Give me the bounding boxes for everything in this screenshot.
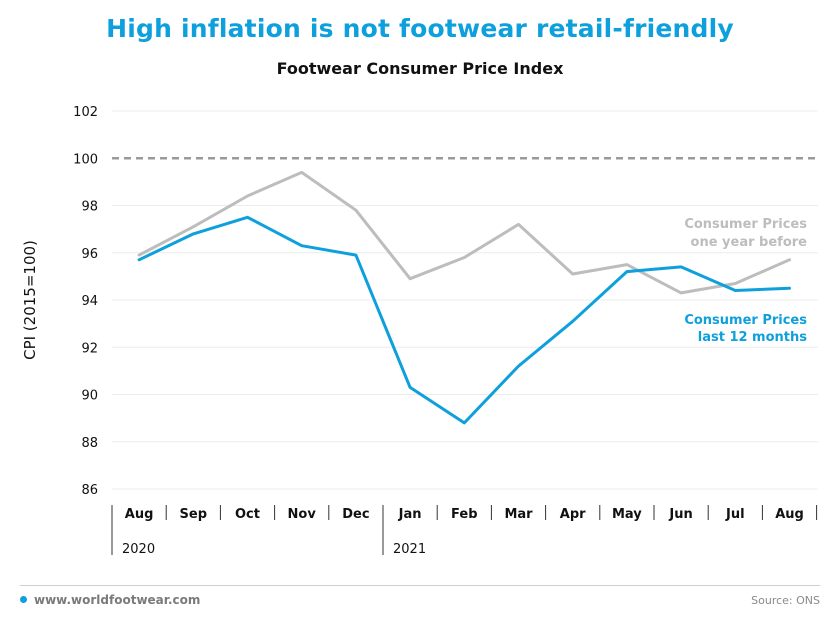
y-tick-label: 100	[73, 152, 98, 167]
series-label: Consumer Prices	[684, 313, 807, 328]
x-tick-label: Jan	[398, 507, 422, 522]
bullet-dot-icon	[20, 596, 27, 603]
footer-divider	[20, 585, 820, 586]
y-tick-label: 98	[81, 200, 98, 215]
series-label: Consumer Prices	[684, 217, 807, 232]
x-tick-label: Feb	[451, 507, 477, 522]
year-label: 2021	[393, 542, 426, 557]
x-tick-label: Dec	[342, 507, 369, 522]
y-tick-label: 96	[81, 247, 98, 262]
x-tick-label: Apr	[560, 507, 586, 522]
y-tick-label: 86	[81, 483, 98, 498]
x-tick-label: Mar	[504, 507, 533, 522]
chart-title: High inflation is not footwear retail-fr…	[106, 14, 734, 43]
y-tick-label: 88	[81, 436, 98, 451]
series-label: one year before	[691, 235, 808, 250]
line-chart: 86 88 90 92 94 96 98 100 102 Aug Sep Oct Nov Dec Jan Fe…	[73, 105, 818, 557]
x-tick-label: Aug	[775, 507, 804, 522]
x-tick-label: Nov	[288, 507, 317, 522]
series-line-last-12-months	[137, 215, 791, 425]
x-tick-label: Aug	[125, 507, 154, 522]
year-label: 2020	[122, 542, 155, 557]
x-tick-label: Jun	[668, 507, 692, 522]
series-line-one-year-before	[137, 170, 791, 295]
chart-subtitle: Footwear Consumer Price Index	[276, 59, 564, 78]
series-label: last 12 months	[698, 330, 808, 345]
y-tick-label: 102	[73, 105, 98, 120]
x-tick-label: Sep	[180, 507, 208, 522]
x-tick-label: Jul	[725, 507, 745, 522]
y-tick-label: 90	[81, 389, 98, 404]
x-tick-label: Oct	[235, 507, 260, 522]
y-tick-label: 94	[81, 294, 98, 309]
y-tick-label: 92	[81, 341, 98, 356]
x-tick-label: May	[612, 507, 642, 522]
footer-website: www.worldfootwear.com	[34, 593, 201, 607]
footer-source: Source: ONS	[751, 594, 820, 607]
